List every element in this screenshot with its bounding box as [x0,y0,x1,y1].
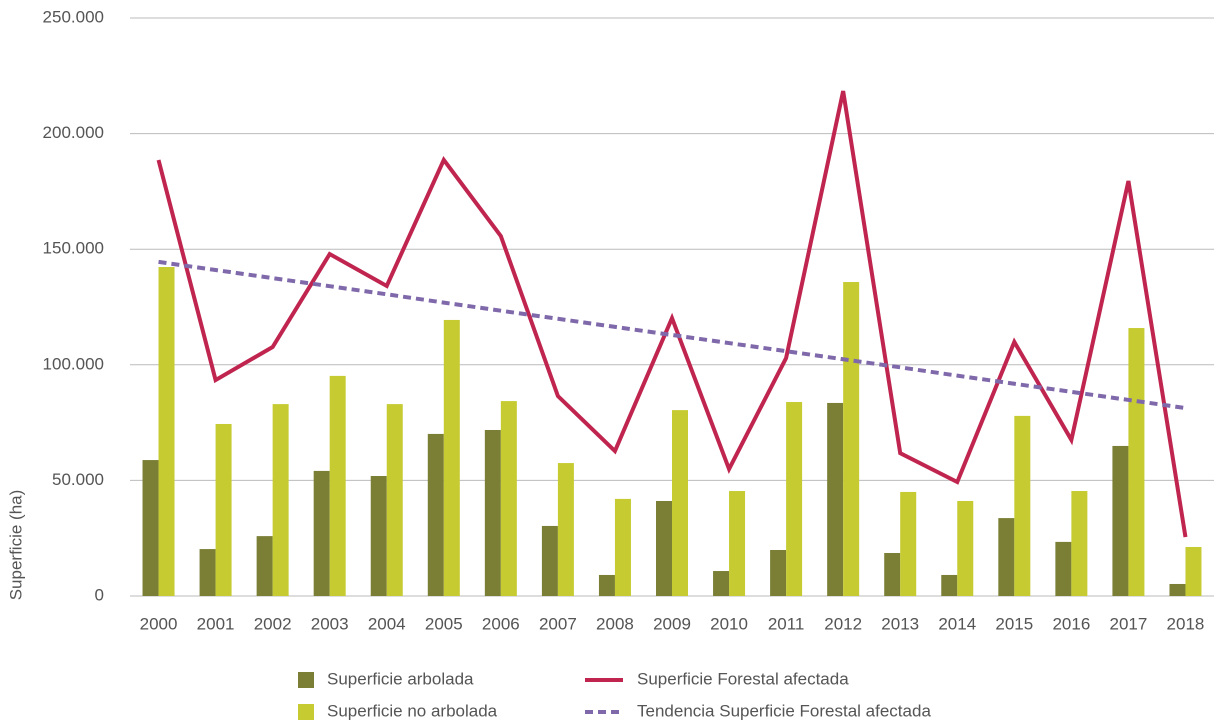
x-tick-label: 2010 [710,614,748,633]
x-tick-label: 2006 [482,614,520,633]
legend-swatch [298,672,314,688]
x-tick-label: 2009 [653,614,691,633]
bar [1169,583,1186,596]
legend-label: Superficie no arbolada [327,701,498,720]
y-tick-label: 200.000 [43,123,104,142]
x-tick-label: 2016 [1052,614,1090,633]
bar [427,433,444,596]
x-tick-label: 2011 [768,614,805,633]
legend-label: Tendencia Superficie Forestal afectada [637,701,931,720]
x-tick-label: 2017 [1110,614,1148,633]
x-tick-label: 2003 [311,614,349,633]
bar [256,536,273,596]
bar [541,525,558,596]
bar [500,401,517,596]
bar [1112,445,1129,596]
bar [713,571,730,596]
bar [272,404,289,596]
bar [598,574,615,596]
x-tick-label: 2005 [425,614,463,633]
bar [1055,541,1072,596]
bar [729,491,746,596]
bar [614,498,631,596]
legend-swatch [298,704,314,720]
x-tick-label: 2001 [197,614,235,633]
x-tick-label: 2012 [824,614,862,633]
bar [484,429,501,596]
bar [827,402,844,596]
y-axis-label: Superficie (ha) [6,490,25,601]
x-tick-label: 2008 [596,614,634,633]
legend-label: Superficie arbolada [327,669,474,688]
bar [158,267,175,596]
y-tick-label: 150.000 [43,239,104,258]
bar [900,491,917,596]
bar [313,470,330,596]
line [158,259,1186,411]
bar [998,518,1015,596]
bar [329,375,346,596]
bar [957,500,974,596]
bar [656,500,672,596]
bar [672,410,688,596]
bar [370,476,387,596]
x-tick-label: 2004 [368,614,406,633]
bar [786,402,803,596]
bar [843,282,860,596]
bar [1014,415,1031,596]
bar [941,574,958,596]
line [156,90,1188,538]
bar [770,549,787,596]
bar [443,319,460,596]
x-tick-label: 2015 [995,614,1033,633]
bar [1185,546,1202,596]
legend-label: Superficie Forestal afectada [637,669,849,688]
bar [215,423,232,596]
bar [884,552,901,596]
bar [199,549,216,596]
bar [142,460,159,596]
y-tick-label: 100.000 [43,354,104,373]
x-tick-label: 2002 [254,614,292,633]
y-tick-label: 50.000 [52,470,104,489]
bar [1071,491,1088,596]
y-tick-label: 0 [95,585,104,604]
bar [557,463,574,596]
bar [1128,328,1145,596]
x-tick-label: 2014 [938,614,976,633]
bar [386,404,403,596]
x-tick-label: 2007 [539,614,577,633]
x-tick-label: 2013 [881,614,919,633]
x-tick-label: 2018 [1167,614,1205,633]
y-tick-label: 250.000 [43,7,104,26]
x-tick-label: 2000 [140,614,178,633]
